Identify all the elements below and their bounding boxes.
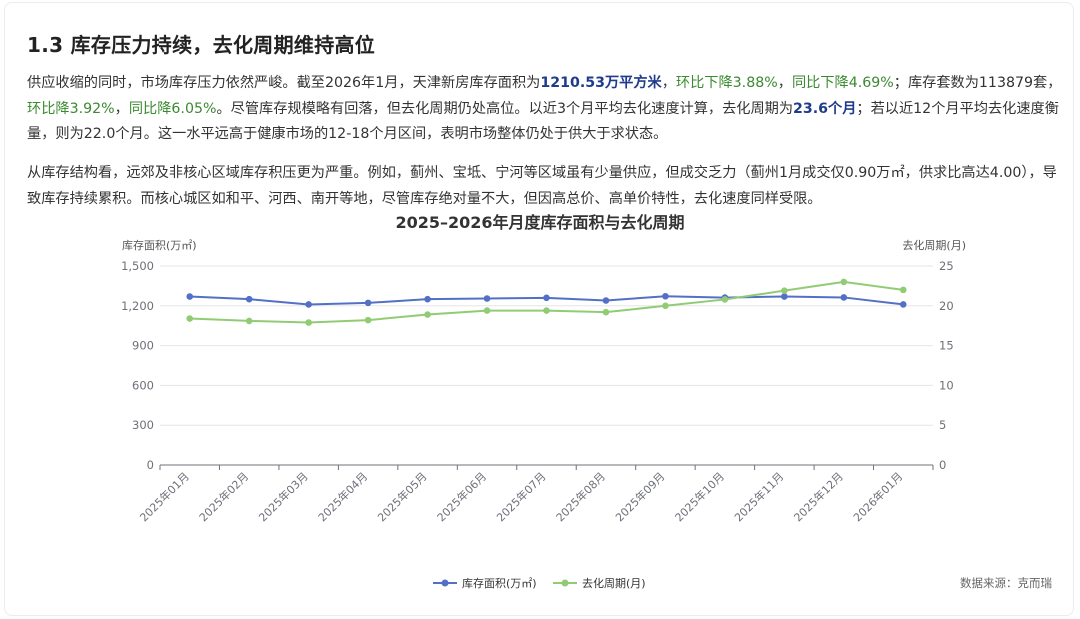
- data-point: [662, 292, 669, 300]
- data-point: [364, 299, 372, 307]
- data-point: [305, 319, 312, 326]
- legend-swatch-dot: [441, 579, 449, 587]
- x-tick-label: 2025年04月: [315, 469, 370, 524]
- inventory-cycle-chart: 2025–2026年月度库存面积与去化周期 库存面积(万㎡) 去化周期(月) 0…: [121, 213, 966, 590]
- data-point: [840, 278, 848, 286]
- y-axis-left-label: 库存面积(万㎡): [122, 238, 197, 252]
- data-point: [602, 297, 610, 304]
- data-point: [483, 295, 491, 302]
- y-right-tick-label: 5: [939, 418, 946, 432]
- series-lines: [186, 278, 907, 326]
- data-point: [543, 294, 550, 302]
- y-right-tick-label: 20: [939, 299, 954, 313]
- series-line: [189, 280, 904, 324]
- data-point: [424, 311, 431, 318]
- legend-label: 库存面积(万㎡): [462, 576, 537, 590]
- data-point: [424, 295, 431, 303]
- section-title: 1.3 库存压力持续，去化周期维持高位: [27, 33, 376, 57]
- cycle-value: 23.6个月: [793, 100, 857, 117]
- data-point: [305, 301, 312, 308]
- y-left-tick-label: 0: [147, 458, 154, 472]
- paragraph-structure: 从库存结构看，远郊及非核心区域库存积压更为严重。例如，蓟州、宝坻、宁河等区域虽有…: [27, 165, 1057, 207]
- data-point: [781, 287, 788, 294]
- paragraph-inventory: 供应收缩的同时，市场库存压力依然严峻。截至2026年1月，天津新房库存面积为12…: [27, 75, 1062, 142]
- data-point: [602, 308, 610, 316]
- legend-label: 去化周期(月): [582, 576, 646, 590]
- x-tick-label: 2025年10月: [672, 469, 727, 524]
- data-point: [543, 307, 550, 314]
- x-tick-label: 2025年08月: [553, 469, 608, 524]
- area-mom-change: 环比下降3.88%: [675, 75, 778, 91]
- x-tick-label: 2025年06月: [434, 469, 489, 524]
- data-source-note: 数据来源：克而瑞: [960, 576, 1052, 590]
- y-left-tick-label: 1,500: [121, 259, 154, 273]
- data-point: [364, 316, 372, 324]
- units-yoy-change: 同比降6.05%: [128, 100, 217, 117]
- data-point: [483, 307, 491, 314]
- y-right-tick-label: 0: [939, 458, 946, 472]
- y-axis-left-ticks: 0 300 600 900 1,200 1,500: [121, 259, 154, 472]
- y-left-tick-label: 300: [132, 418, 154, 432]
- units-mom-change: 环比降3.92%: [27, 100, 115, 117]
- x-tick-label: 2026年01月: [850, 469, 905, 524]
- data-point: [186, 315, 194, 322]
- data-point: [186, 293, 194, 300]
- report-card: 1.3 库存压力持续，去化周期维持高位 供应收缩的同时，市场库存压力依然严峻。截…: [4, 2, 1074, 616]
- data-point: [662, 302, 669, 310]
- chart-title: 2025–2026年月度库存面积与去化周期: [395, 213, 684, 232]
- x-tick-label: 2025年02月: [196, 469, 251, 524]
- data-point: [840, 294, 848, 301]
- data-point: [899, 286, 907, 294]
- legend-item[interactable]: 库存面积(万㎡): [433, 576, 537, 590]
- y-right-tick-label: 10: [939, 378, 954, 392]
- grid-lines: [160, 265, 933, 466]
- x-tick-label: 2025年03月: [256, 469, 311, 524]
- x-tick-label: 2025年09月: [612, 469, 667, 524]
- chart-legend[interactable]: 库存面积(万㎡) 去化周期(月): [433, 576, 646, 590]
- y-left-tick-label: 600: [132, 378, 154, 392]
- x-tick-label: 2025年07月: [493, 469, 548, 524]
- y-axis-right-ticks: 0 5 10 15 20 25: [939, 259, 954, 472]
- x-tick-label: 2025年01月: [137, 469, 192, 524]
- inventory-area-value: 1210.53万平方米: [540, 75, 662, 91]
- x-axis: 2025年01月 2025年02月 2025年03月 2025年04月 2025年05月…: [137, 465, 934, 524]
- x-tick-label: 2025年12月: [791, 469, 846, 524]
- x-tick-label: 2025年11月: [731, 469, 786, 524]
- x-tick-label: 2025年05月: [375, 469, 430, 524]
- data-point: [899, 301, 907, 308]
- y-right-tick-label: 25: [939, 259, 954, 273]
- data-point: [781, 293, 788, 300]
- data-point: [721, 296, 729, 303]
- y-left-tick-label: 1,200: [121, 299, 154, 313]
- data-point: [245, 295, 253, 303]
- area-yoy-change: 同比下降4.69%: [791, 75, 894, 91]
- y-left-tick-label: 900: [132, 339, 154, 353]
- y-right-tick-label: 15: [939, 339, 954, 353]
- legend-swatch-dot: [561, 579, 569, 587]
- legend-item[interactable]: 去化周期(月): [553, 576, 646, 590]
- data-point: [245, 317, 253, 325]
- y-axis-right-label: 去化周期(月): [902, 238, 966, 252]
